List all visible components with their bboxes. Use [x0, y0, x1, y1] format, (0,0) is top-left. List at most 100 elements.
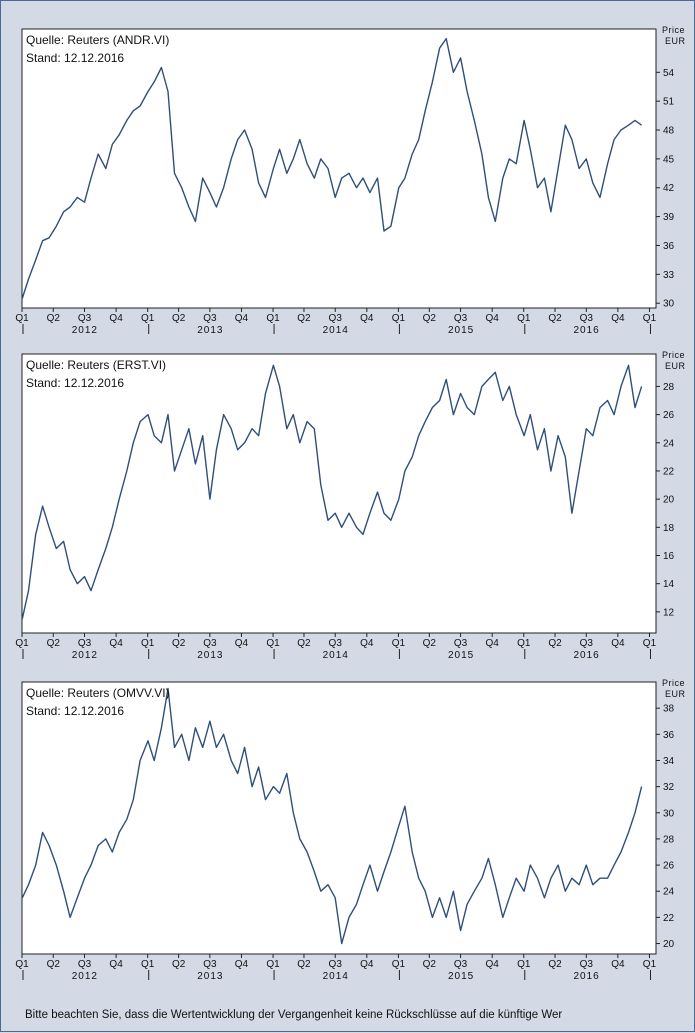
x-quarter-label: Q4 — [486, 959, 500, 970]
x-quarter-label: Q4 — [360, 638, 374, 649]
x-quarter-label: Q3 — [78, 313, 92, 324]
x-quarter-label: Q3 — [454, 959, 468, 970]
x-quarter-label: Q1 — [141, 638, 155, 649]
y-tick-label: 24 — [663, 887, 675, 898]
x-quarter-label: Q3 — [78, 638, 92, 649]
y-tick-label: 54 — [663, 68, 675, 79]
price-line — [21, 687, 643, 945]
x-quarter-label: Q2 — [297, 959, 311, 970]
y-tick-label: 28 — [663, 382, 675, 393]
x-quarter-label: Q2 — [423, 313, 437, 324]
x-quarter-label: Q1 — [141, 313, 155, 324]
y-tick-label: 16 — [663, 551, 675, 562]
x-quarter-label: Q2 — [47, 638, 61, 649]
y-tick-label: 48 — [663, 126, 675, 137]
price-line — [21, 364, 643, 620]
x-quarter-label: Q4 — [109, 313, 123, 324]
disclaimer-text: Bitte beachten Sie, dass die Wertentwick… — [25, 1009, 563, 1021]
x-quarter-label: Q4 — [235, 638, 249, 649]
x-quarter-label: Q1 — [141, 959, 155, 970]
source-annotation: Quelle: Reuters (ANDR.VI) Stand: 12.12.20… — [26, 33, 169, 65]
source-text: Quelle: Reuters (ERST.VI) — [26, 358, 166, 372]
x-quarter-label: Q3 — [580, 959, 594, 970]
x-quarter-label: Q4 — [611, 313, 625, 324]
y-tick-label: 36 — [663, 730, 675, 741]
y-tick-label: 24 — [663, 438, 675, 449]
unit-label-currency: EUR — [665, 361, 686, 371]
x-quarter-label: Q2 — [423, 638, 437, 649]
y-tick-label: 42 — [663, 183, 675, 194]
unit-label-price: Price — [662, 678, 685, 688]
x-quarter-label: Q4 — [360, 313, 374, 324]
x-quarter-label: Q2 — [172, 638, 186, 649]
x-quarter-label: Q1 — [266, 313, 280, 324]
x-year-label: 2015 — [448, 325, 474, 336]
unit-label-currency: EUR — [665, 36, 686, 46]
unit-label-currency: EUR — [665, 689, 686, 699]
y-tick-label: 30 — [663, 808, 675, 819]
x-quarter-label: Q1 — [392, 638, 406, 649]
x-year-label: 2015 — [448, 650, 474, 661]
x-quarter-label: Q3 — [203, 638, 217, 649]
x-quarter-label: Q2 — [548, 959, 562, 970]
x-quarter-label: Q1 — [517, 959, 531, 970]
y-tick-label: 26 — [663, 861, 675, 872]
x-quarter-label: Q2 — [47, 959, 61, 970]
x-quarter-label: Q1 — [15, 638, 29, 649]
y-tick-label: 22 — [663, 466, 675, 477]
x-year-label: 2012 — [72, 325, 98, 336]
price-line — [21, 37, 643, 299]
x-quarter-label: Q1 — [517, 638, 531, 649]
y-tick-label: 39 — [663, 212, 675, 223]
x-quarter-label: Q1 — [392, 959, 406, 970]
x-year-label: 2013 — [197, 650, 223, 661]
y-tick-label: 20 — [663, 495, 675, 506]
x-year-label: 2014 — [323, 650, 349, 661]
x-quarter-label: Q1 — [517, 313, 531, 324]
unit-label-price: Price — [662, 25, 685, 35]
x-quarter-label: Q3 — [203, 959, 217, 970]
x-quarter-label: Q2 — [47, 313, 61, 324]
x-quarter-label: Q3 — [329, 313, 343, 324]
x-quarter-label: Q3 — [329, 959, 343, 970]
x-quarter-label: Q1 — [643, 638, 657, 649]
x-quarter-label: Q4 — [109, 959, 123, 970]
y-tick-label: 14 — [663, 579, 675, 590]
x-quarter-label: Q1 — [15, 313, 29, 324]
x-year-label: 2016 — [573, 325, 599, 336]
x-quarter-label: Q1 — [392, 313, 406, 324]
x-quarter-label: Q2 — [297, 638, 311, 649]
y-tick-label: 26 — [663, 410, 675, 421]
x-year-label: 2012 — [72, 650, 98, 661]
x-quarter-label: Q2 — [172, 959, 186, 970]
x-quarter-label: Q1 — [643, 959, 657, 970]
x-quarter-label: Q4 — [360, 959, 374, 970]
date-text: Stand: 12.12.2016 — [26, 376, 124, 390]
x-year-label: 2014 — [323, 325, 349, 336]
source-text: Quelle: Reuters (ANDR.VI) — [26, 33, 169, 47]
x-quarter-label: Q4 — [611, 638, 625, 649]
y-tick-label: 12 — [663, 607, 675, 618]
x-year-label: 2013 — [197, 971, 223, 982]
y-tick-label: 18 — [663, 523, 675, 534]
y-tick-label: 22 — [663, 913, 675, 924]
x-quarter-label: Q3 — [329, 638, 343, 649]
x-quarter-label: Q4 — [486, 638, 500, 649]
x-quarter-label: Q2 — [297, 313, 311, 324]
y-tick-label: 20 — [663, 939, 675, 950]
x-quarter-label: Q4 — [235, 313, 249, 324]
x-quarter-label: Q3 — [580, 638, 594, 649]
x-quarter-label: Q1 — [643, 313, 657, 324]
y-tick-label: 45 — [663, 154, 675, 165]
x-year-label: 2012 — [72, 971, 98, 982]
date-text: Stand: 12.12.2016 — [26, 51, 124, 65]
y-tick-label: 32 — [663, 782, 675, 793]
y-tick-label: 30 — [663, 299, 675, 310]
y-tick-label: 33 — [663, 270, 675, 281]
source-text: Quelle: Reuters (OMVV.VI) — [26, 686, 170, 700]
x-quarter-label: Q3 — [203, 313, 217, 324]
x-year-label: 2016 — [573, 650, 599, 661]
